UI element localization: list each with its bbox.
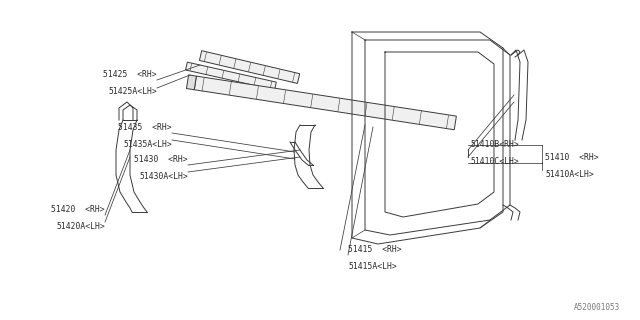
Polygon shape xyxy=(195,76,456,130)
Text: 51410  <RH>: 51410 <RH> xyxy=(545,153,598,162)
Text: 51415A<LH>: 51415A<LH> xyxy=(348,262,397,271)
Text: 51410C<LH>: 51410C<LH> xyxy=(470,157,519,166)
Text: 51430  <RH>: 51430 <RH> xyxy=(134,155,188,164)
Text: 51430A<LH>: 51430A<LH> xyxy=(140,172,188,181)
Polygon shape xyxy=(186,75,196,90)
Text: 51425  <RH>: 51425 <RH> xyxy=(104,70,157,79)
Polygon shape xyxy=(186,62,276,90)
Text: 51425A<LH>: 51425A<LH> xyxy=(108,87,157,96)
Text: 51420A<LH>: 51420A<LH> xyxy=(56,222,105,231)
Text: 51410A<LH>: 51410A<LH> xyxy=(545,170,594,179)
Text: 51410B<RH>: 51410B<RH> xyxy=(470,140,519,149)
Text: A520001053: A520001053 xyxy=(573,303,620,312)
Polygon shape xyxy=(200,51,300,84)
Text: 51415  <RH>: 51415 <RH> xyxy=(348,245,402,254)
Text: 51435  <RH>: 51435 <RH> xyxy=(118,123,172,132)
Text: 51435A<LH>: 51435A<LH> xyxy=(124,140,172,149)
Text: 51420  <RH>: 51420 <RH> xyxy=(51,205,105,214)
